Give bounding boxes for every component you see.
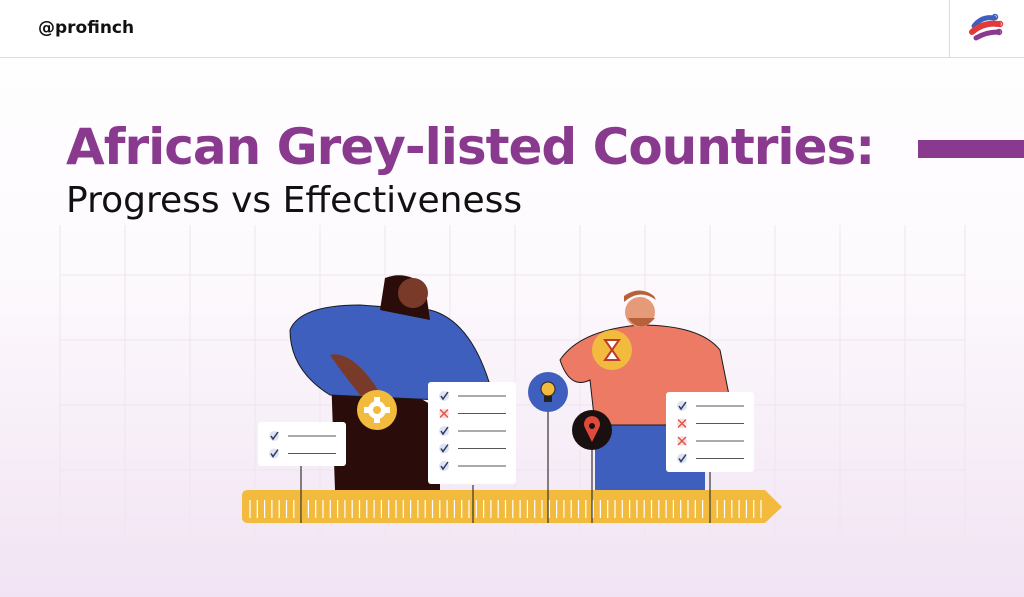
location-pin-icon — [572, 410, 612, 450]
top-bar: @profinch — [0, 0, 1024, 58]
divider — [949, 0, 950, 58]
title-accent-bar — [918, 140, 1024, 158]
gear-icon — [357, 390, 397, 430]
checklist-icon — [428, 382, 516, 484]
page-subtitle: Progress vs Effectiveness — [66, 180, 523, 221]
page-title: African Grey-listed Countries: — [66, 118, 875, 176]
checklist-icon — [258, 422, 346, 466]
profinch-logo-icon — [969, 13, 1004, 41]
hourglass-icon — [592, 330, 632, 370]
ruler-timeline — [242, 490, 782, 523]
lightbulb-icon — [528, 372, 568, 412]
checklist-icon — [666, 392, 754, 472]
handle-label: @profinch — [38, 18, 135, 38]
